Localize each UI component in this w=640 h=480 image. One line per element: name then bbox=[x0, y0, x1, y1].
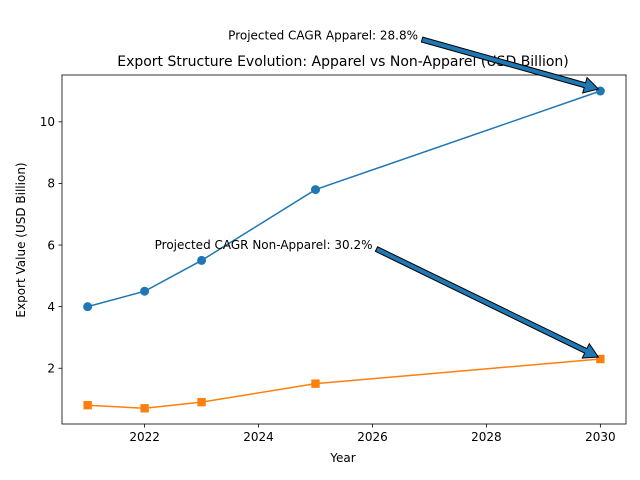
annotation-text-1: Projected CAGR Apparel: 28.8% bbox=[228, 29, 418, 43]
data-point-apparel bbox=[311, 185, 321, 195]
annotation-text-2: Projected CAGR Non-Apparel: 30.2% bbox=[155, 238, 373, 252]
x-tick-label: 2024 bbox=[243, 430, 274, 444]
data-point-non-apparel bbox=[197, 397, 206, 407]
x-tick-label: 2030 bbox=[585, 430, 616, 444]
data-point-non-apparel bbox=[140, 404, 149, 413]
x-tick-label: 2028 bbox=[471, 430, 502, 444]
annotations: Projected CAGR Apparel: 28.8% Projected C… bbox=[155, 29, 600, 359]
y-tick-label: 6 bbox=[47, 238, 55, 252]
y-tick-label: 2 bbox=[47, 362, 55, 376]
annotation-arrow-2 bbox=[374, 246, 600, 359]
annotation-arrow-1 bbox=[420, 36, 600, 94]
plot-area bbox=[62, 75, 626, 424]
data-point-non-apparel bbox=[596, 354, 605, 364]
axes-frame bbox=[61, 74, 627, 425]
data-point-apparel bbox=[197, 255, 207, 265]
y-axis-label: Export Value (USD Billion) bbox=[14, 162, 28, 317]
plot-background bbox=[62, 75, 626, 424]
data-point-non-apparel bbox=[311, 379, 320, 388]
x-axis-label: Year bbox=[329, 451, 355, 465]
x-tick-label: 2022 bbox=[129, 430, 160, 444]
y-tick-label: 10 bbox=[40, 115, 55, 129]
y-tick-label: 8 bbox=[47, 177, 55, 191]
series-layer bbox=[83, 86, 605, 413]
chart-title: Export Structure Evolution: Apparel vs N… bbox=[117, 54, 569, 70]
data-point-apparel bbox=[140, 286, 150, 296]
data-point-non-apparel bbox=[83, 401, 92, 410]
axes: 2022 2024 2026 2028 2030 2 4 6 8 10 bbox=[40, 74, 627, 444]
data-point-apparel bbox=[83, 302, 93, 312]
x-tick-label: 2026 bbox=[357, 430, 388, 444]
y-tick-label: 4 bbox=[47, 300, 55, 314]
